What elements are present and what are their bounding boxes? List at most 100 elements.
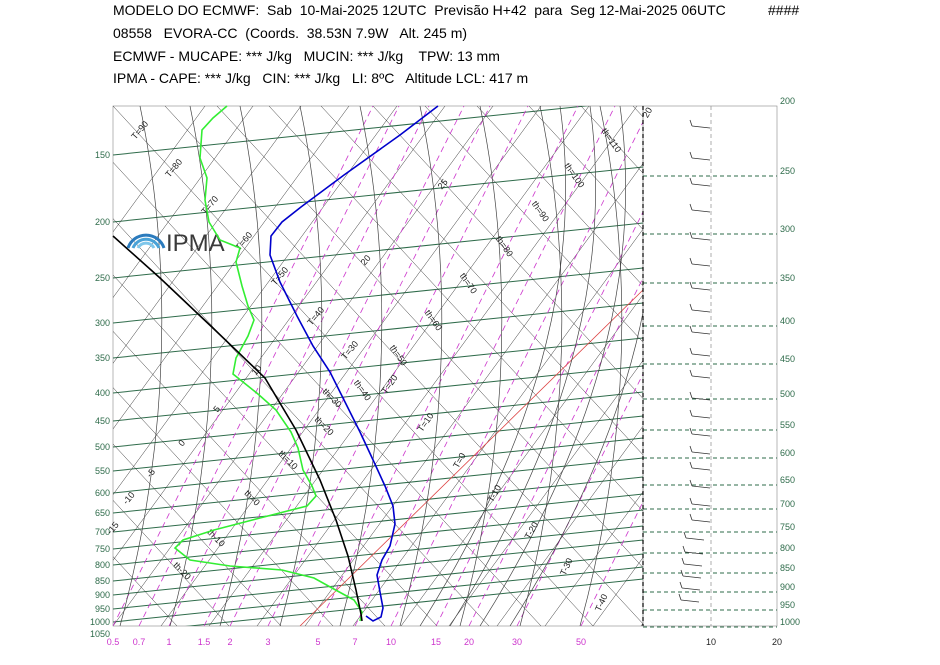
wind-barb-feather <box>689 257 693 265</box>
isobar-label-left: 1050 <box>90 629 110 639</box>
wind-axis-label: 20 <box>772 637 782 647</box>
isotherm-label: T=0 <box>451 451 468 470</box>
wind-barb-shaft <box>682 575 702 579</box>
isotherm-line <box>592 557 643 626</box>
wind-barb-feather <box>689 151 693 159</box>
isobar-label-left: 600 <box>95 488 110 498</box>
wind-barb-feather <box>689 177 693 185</box>
isotherm-label: T-40 <box>593 592 610 613</box>
isotherm-line <box>400 294 643 626</box>
isotherm-line <box>304 163 643 626</box>
isotherm-label: T=60 <box>233 230 254 252</box>
isobar-line <box>113 415 643 472</box>
header-line-3: ECMWF - MUCAPE: *** J/kg MUCIN: *** J/kg… <box>113 48 500 64</box>
theta-e-top-label: 20 <box>641 106 655 120</box>
isobar-line <box>113 106 591 156</box>
mixing-ratio-label: 1.5 <box>198 637 211 647</box>
isotherm-line <box>113 106 494 626</box>
dry-adiabat-line <box>113 443 282 626</box>
mixing-ratio-label: 1 <box>166 637 171 647</box>
theta-e-label: -5 <box>144 467 157 480</box>
isobar-label-right: 850 <box>780 563 795 573</box>
mixing-ratio-line <box>317 106 579 626</box>
isotherm-label: T=20 <box>379 373 399 396</box>
theta-label: th=40 <box>352 378 373 402</box>
isotherm-line <box>881 106 940 626</box>
isobar-line <box>113 525 643 582</box>
dry-adiabat-line <box>685 106 940 626</box>
isobar-label-left: 900 <box>95 590 110 600</box>
mixing-ratio-line <box>468 277 643 626</box>
dry-adiabat-line <box>113 330 386 626</box>
isobar-label-left: 200 <box>95 217 110 227</box>
mixing-ratio-line <box>113 106 374 626</box>
isobar-line <box>113 166 643 223</box>
isobar-label-right: 950 <box>780 600 795 610</box>
isobar-label-left: 850 <box>95 576 110 586</box>
isotherm-line <box>160 106 542 626</box>
mixing-ratio-line <box>203 106 465 626</box>
dry-adiabat-line <box>424 106 643 343</box>
isobar-label-right: 600 <box>780 448 795 458</box>
wind-barb-feather <box>689 303 693 311</box>
isobar-label-right: 650 <box>780 475 795 485</box>
theta-e-label: 0 <box>176 438 187 448</box>
wind-barb-shaft <box>691 237 711 241</box>
dry-adiabat-line <box>268 106 643 512</box>
isotherm-line <box>208 106 590 626</box>
isobar-line <box>113 337 643 394</box>
mixing-ratio-label: 0.5 <box>107 637 120 647</box>
dry-adiabat-line <box>737 106 940 626</box>
wind-barb-shaft <box>691 451 711 455</box>
mixing-ratio-label: 5 <box>315 637 320 647</box>
isobar-label-right: 400 <box>780 316 795 326</box>
mixing-ratio-label: 50 <box>576 637 586 647</box>
wind-barb-shaft <box>691 209 711 213</box>
saturated-adiabat-curve <box>459 106 503 626</box>
mixing-ratio-label: 15 <box>431 637 441 647</box>
theta-curve <box>509 310 643 626</box>
isobar-line <box>113 493 643 550</box>
wind-barb-feather <box>689 231 693 239</box>
wind-barb-feather <box>689 461 693 469</box>
wind-barb-shaft <box>691 263 711 267</box>
wind-barb-shaft <box>684 551 704 555</box>
wind-panel-frame <box>642 105 778 627</box>
mixing-ratio-label: 2 <box>227 637 232 647</box>
wind-barb-feather <box>689 391 693 399</box>
dry-adiabat-line <box>113 218 490 626</box>
isobar-line <box>113 509 643 566</box>
dry-adiabat-line <box>580 106 643 174</box>
isobar-label-left: 950 <box>95 604 110 614</box>
isobar-line <box>113 267 643 324</box>
isobar-line <box>113 365 643 422</box>
isobar-label-right: 350 <box>780 273 795 283</box>
isobar-label-left: 1000 <box>90 617 110 627</box>
isotherm-line <box>737 106 940 626</box>
mixing-ratio-line <box>516 373 643 626</box>
isobar-label-right: 800 <box>780 543 795 553</box>
wind-barb-feather <box>689 409 693 417</box>
parcel-curve <box>112 235 363 622</box>
header-line-1-right: #### <box>768 2 800 18</box>
isobar-label-right: 450 <box>780 354 795 364</box>
dewpoint-profile-line <box>173 105 363 622</box>
wind-barb-shaft <box>691 125 711 129</box>
dry-adiabat-line <box>893 106 940 626</box>
theta-label: th-10 <box>205 527 227 549</box>
isobar-line <box>113 222 643 279</box>
isobar-label-right: 300 <box>780 224 795 234</box>
isobar-label-left: 500 <box>95 442 110 452</box>
isotherm-label: T-10 <box>486 483 504 504</box>
isobar-label-right: 250 <box>780 166 795 176</box>
wind-barb-shaft <box>691 433 711 437</box>
theta-label: th=90 <box>530 199 551 223</box>
isobar-label-right: 550 <box>780 420 795 430</box>
wind-barb-feather <box>689 369 693 377</box>
wind-barb-shaft <box>691 287 711 291</box>
mixing-ratio-label: 20 <box>464 637 474 647</box>
mixing-ratio-line <box>435 211 643 626</box>
isotherm-line <box>929 106 940 626</box>
mixing-ratio-label: 7 <box>352 637 357 647</box>
wind-barb-feather <box>689 479 693 487</box>
